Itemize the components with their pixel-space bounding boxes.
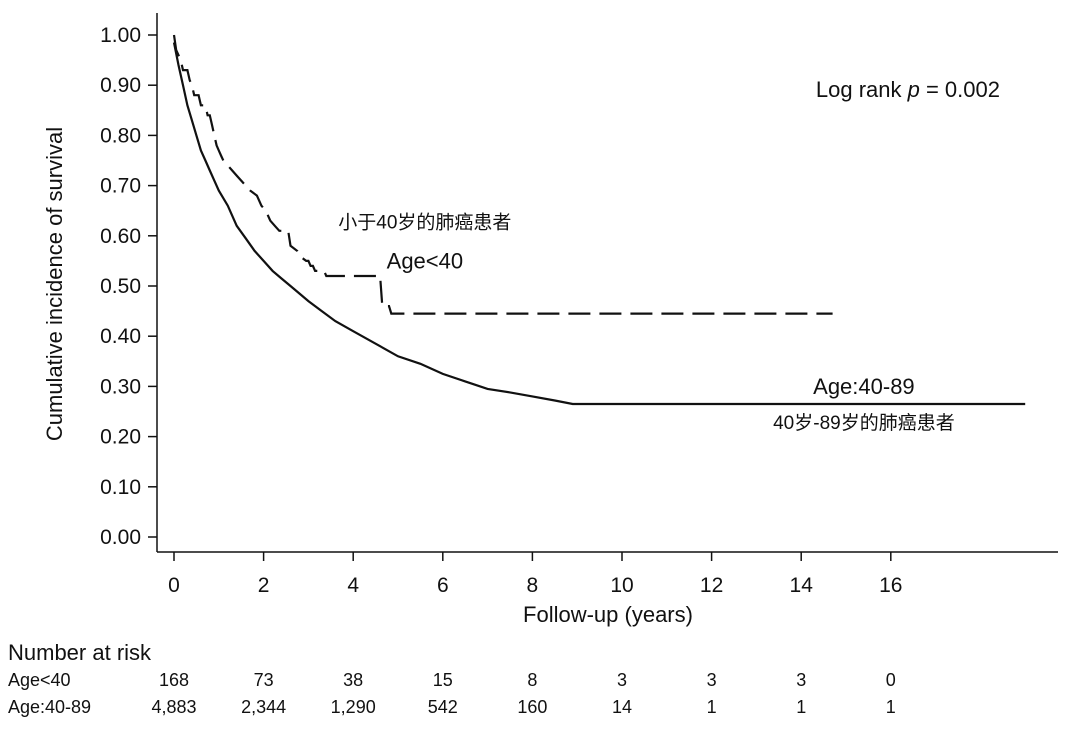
x-tick-label: 10 [610, 574, 633, 597]
risk-value: 38 [343, 670, 363, 690]
risk-row-label: Age:40-89 [8, 697, 91, 717]
risk-value: 15 [433, 670, 453, 690]
risk-value: 8 [527, 670, 537, 690]
p-symbol: p [907, 77, 920, 102]
risk-value: 168 [159, 670, 189, 690]
x-tick-label: 14 [790, 574, 814, 597]
series-label-zh: 小于40岁的肺癌患者 [338, 211, 511, 233]
y-tick-label: 0.20 [100, 426, 141, 449]
risk-value: 1 [886, 697, 896, 717]
y-tick-label: 0.40 [100, 325, 141, 348]
x-tick-label: 0 [168, 574, 180, 597]
x-tick-label: 8 [527, 574, 539, 597]
y-tick-label: 0.30 [100, 375, 141, 398]
risk-value: 160 [517, 697, 547, 717]
series-line-age-40 [172, 34, 833, 315]
risk-value: 542 [428, 697, 458, 717]
risk-value: 73 [254, 670, 274, 690]
risk-table-title: Number at risk [8, 640, 152, 665]
risk-table: Number at risk Age<40 168 73 38 15 8 3 3 3 0 Age:4… [8, 640, 896, 717]
risk-value: 1 [796, 697, 806, 717]
risk-value: 1 [707, 697, 717, 717]
risk-value: 4,883 [151, 697, 196, 717]
series-label: Age:40-89 [813, 374, 915, 399]
series-line-age-40-89 [172, 42, 1026, 406]
series-label: Age<40 [387, 248, 463, 273]
series-label-zh: 40岁-89岁的肺癌患者 [773, 412, 955, 434]
risk-value: 3 [617, 670, 627, 690]
risk-value: 0 [886, 670, 896, 690]
risk-value: 3 [707, 670, 717, 690]
x-tick-label: 2 [258, 574, 270, 597]
risk-row-label: Age<40 [8, 670, 71, 690]
x-tick-label: 16 [879, 574, 902, 597]
risk-value: 14 [612, 697, 632, 717]
x-axis-title: Follow-up (years) [523, 602, 693, 627]
y-tick-label: 0.90 [100, 74, 141, 97]
y-axis-title: Cumulative incidence of survival [42, 127, 67, 441]
x-tick-label: 12 [700, 574, 723, 597]
plot-area: 0.00 0.10 0.20 0.30 0.40 0.50 0.60 0.70 0.80 0.90… [100, 13, 1058, 597]
x-tick-label: 4 [347, 574, 359, 597]
y-tick-label: 0.60 [100, 225, 141, 248]
y-tick-label: 0.70 [100, 175, 141, 198]
y-tick-label: 0.10 [100, 476, 141, 499]
risk-value: 3 [796, 670, 806, 690]
x-tick-label: 6 [437, 574, 449, 597]
risk-value: 2,344 [241, 697, 286, 717]
y-tick-label: 0.80 [100, 124, 141, 147]
log-rank-annotation: Log rank p = 0.002 [816, 77, 1000, 102]
y-tick-label: 0.50 [100, 275, 141, 298]
risk-value: 1,290 [331, 697, 376, 717]
y-tick-label: 0.00 [100, 526, 141, 549]
y-tick-label: 1.00 [100, 24, 141, 47]
